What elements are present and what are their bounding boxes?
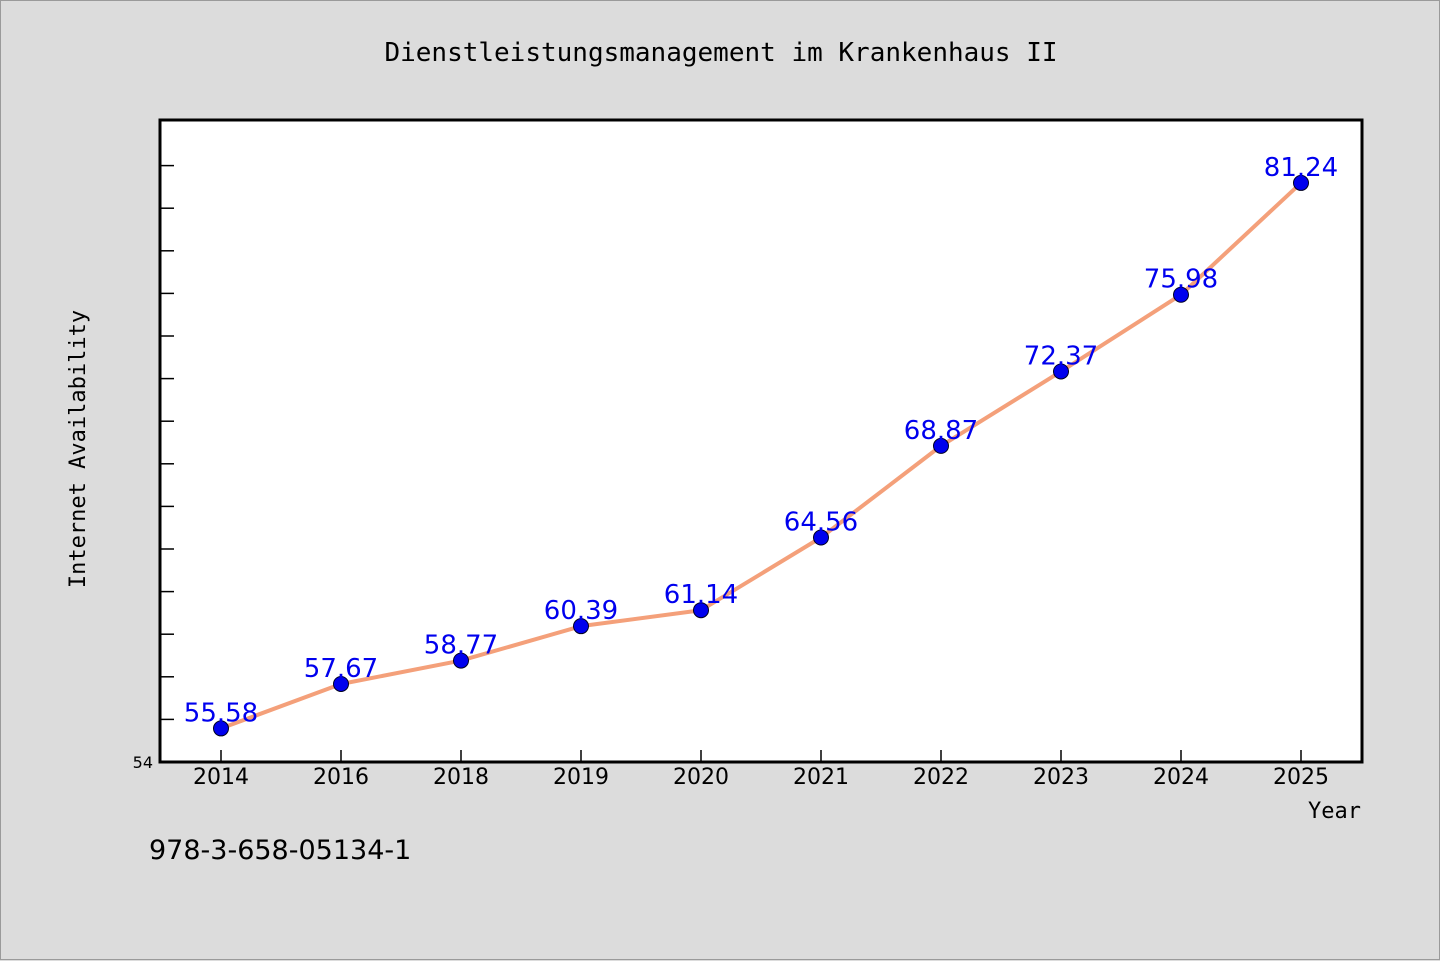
data-point — [1293, 174, 1309, 191]
x-axis-label: Year — [1308, 799, 1361, 824]
data-point — [1173, 286, 1189, 303]
isbn-footer: 978-3-658-05134-1 — [149, 835, 412, 866]
x-tick-label: 2016 — [313, 765, 369, 790]
data-label: 64.56 — [784, 508, 858, 538]
x-tick-label: 2021 — [793, 765, 849, 790]
data-label: 68.87 — [904, 416, 978, 446]
x-tick-label: 2018 — [433, 765, 489, 790]
plot-area — [158, 118, 1364, 764]
marker-group — [213, 174, 1309, 737]
data-label-group: 55.58 57.67 58.77 60.39 61.14 64.56 68.87 72.37… — [184, 153, 1338, 728]
data-point — [333, 675, 349, 692]
data-label: 55.58 — [184, 698, 258, 728]
data-point — [213, 720, 229, 737]
x-tick-label: 2023 — [1033, 765, 1089, 790]
x-tick-label: 2024 — [1153, 765, 1209, 790]
data-label: 61.14 — [664, 580, 738, 610]
x-tick-label: 2020 — [673, 765, 729, 790]
data-label: 60.39 — [544, 596, 618, 626]
data-point — [453, 652, 469, 669]
data-label: 58.77 — [424, 631, 498, 661]
x-tick-label: 2022 — [913, 765, 969, 790]
data-point — [1053, 363, 1069, 380]
data-point — [933, 437, 949, 454]
x-tick-label: 2014 — [193, 765, 249, 790]
chart-title: Dienstleistungsmanagement im Krankenhaus… — [384, 38, 1057, 68]
x-tick-label: 2025 — [1273, 765, 1329, 790]
data-label: 81.24 — [1264, 153, 1338, 183]
y-axis-min-label: 54 — [133, 753, 153, 772]
series-line — [220, 181, 1303, 731]
data-label: 57.67 — [304, 654, 378, 684]
data-point — [573, 618, 589, 635]
data-label: 72.37 — [1024, 341, 1098, 371]
x-tick-label: 2019 — [553, 765, 609, 790]
data-point — [693, 602, 709, 619]
data-point — [813, 529, 829, 546]
x-axis-ticks: 2014 2016 2018 2019 2020 2021 2022 2023 2024 2025 — [193, 750, 1329, 790]
y-axis-label: Internet Availability — [66, 310, 91, 588]
y-axis-ticks — [160, 164, 174, 763]
series-line-group — [220, 181, 1303, 731]
data-label: 75.98 — [1144, 265, 1218, 295]
